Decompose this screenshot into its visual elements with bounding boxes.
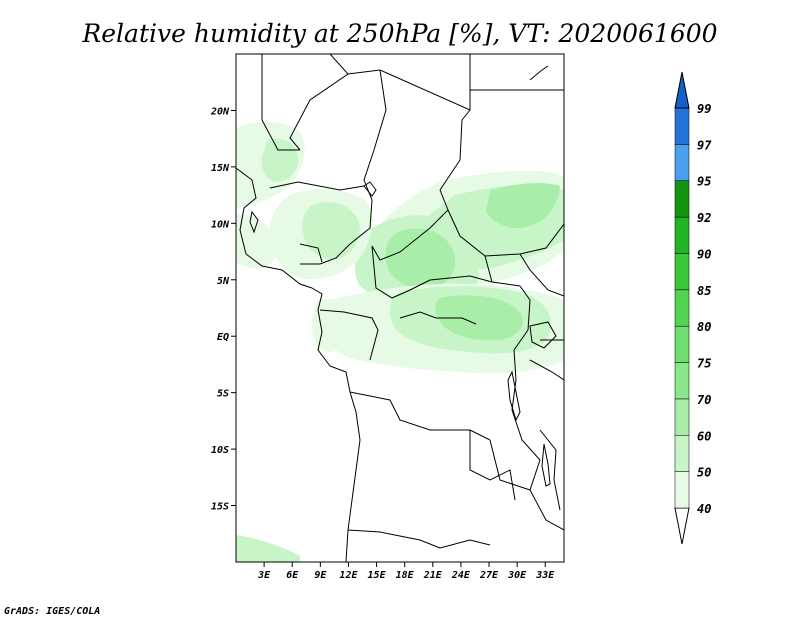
border-chad-west bbox=[349, 69, 387, 245]
border-east-3 bbox=[529, 359, 564, 381]
colorbar-segment bbox=[674, 325, 690, 363]
border-zambia bbox=[489, 439, 531, 491]
humidity-region-southwest bbox=[236, 535, 300, 562]
border-north-1 bbox=[261, 54, 300, 151]
border-cameroon-gabon bbox=[319, 309, 379, 361]
coastline-west-africa bbox=[236, 167, 313, 289]
colorbar-upper-extension bbox=[674, 71, 690, 109]
map-title: Relative humidity at 250hPa [%], VT: 202… bbox=[81, 19, 717, 48]
colorbar-segment bbox=[674, 216, 690, 254]
border-nigeria-cameroon bbox=[300, 243, 351, 265]
border-east-4 bbox=[539, 429, 561, 511]
humidity-region-congo-core bbox=[435, 295, 523, 341]
border-car-congo bbox=[371, 245, 521, 299]
lake-chad bbox=[363, 181, 377, 197]
border-north-3 bbox=[347, 54, 471, 111]
lon-tick-label: 9E bbox=[314, 570, 327, 581]
colorbar-segment bbox=[674, 107, 690, 145]
colorbar-label: 80 bbox=[697, 320, 711, 334]
lat-tick-label: 20N bbox=[210, 106, 230, 117]
colorbar-label: 99 bbox=[697, 102, 711, 116]
lon-tick-label: 24E bbox=[451, 570, 471, 581]
lat-tick-label: 10S bbox=[211, 445, 229, 456]
lake-victoria bbox=[529, 321, 557, 349]
border-angola-north bbox=[349, 391, 491, 441]
colorbar-segment bbox=[674, 435, 690, 472]
lon-tick-label: 27E bbox=[479, 570, 499, 581]
colorbar-label: 60 bbox=[697, 429, 711, 443]
colorbar-segment bbox=[674, 144, 690, 181]
lake-tanganyika bbox=[507, 370, 521, 422]
lon-tick-label: 21E bbox=[423, 570, 443, 581]
colorbar-segment bbox=[674, 471, 690, 509]
country-borders bbox=[236, 54, 564, 562]
lat-tick-label: EQ bbox=[217, 332, 229, 343]
lon-tick-label: 12E bbox=[339, 570, 358, 581]
lat-tick-label: 10N bbox=[211, 219, 230, 230]
colorbar-label: 92 bbox=[697, 211, 711, 225]
colorbar-label: 40 bbox=[697, 502, 711, 516]
colorbar-lower-extension bbox=[674, 507, 690, 545]
map-panel: 20N 15N 10N 5N EQ 5S 10S 15S 3E 6E 9E 12E 15E 18E 21E… bbox=[210, 53, 565, 581]
border-north-4 bbox=[439, 109, 471, 191]
border-chad-car bbox=[371, 209, 493, 283]
colorbar-label: 85 bbox=[697, 284, 711, 298]
border-drc-east bbox=[511, 285, 564, 531]
colorbar-label: 50 bbox=[697, 466, 711, 480]
colorbar-label: 90 bbox=[697, 247, 711, 261]
red-sea-coast bbox=[529, 65, 549, 81]
lon-tick-label: 3E bbox=[257, 570, 271, 581]
border-north-2 bbox=[289, 54, 349, 151]
colorbar-segment bbox=[674, 253, 690, 291]
humidity-region-guinea-coast bbox=[236, 214, 277, 269]
credit-text: GrADS: IGES/COLA bbox=[4, 606, 100, 617]
lat-tick-label: 5N bbox=[217, 276, 230, 287]
humidity-shading bbox=[236, 121, 564, 562]
border-namibia bbox=[347, 529, 491, 549]
border-sudan-south bbox=[484, 223, 564, 257]
river-niger bbox=[299, 243, 323, 263]
colorbar-label: 95 bbox=[697, 175, 711, 189]
humidity-region-car-core bbox=[385, 228, 456, 290]
humidity-region-nigeria-core bbox=[302, 202, 360, 260]
lat-tick-label: 15N bbox=[211, 163, 230, 174]
border-sudan-chad bbox=[439, 189, 449, 211]
lake-malawi bbox=[541, 443, 551, 487]
border-east-1 bbox=[519, 253, 564, 297]
border-niger-south bbox=[269, 181, 365, 191]
latitude-axis: 20N 15N 10N 5N EQ 5S 10S 15S bbox=[210, 106, 236, 513]
lake-volta bbox=[249, 210, 259, 234]
lon-tick-label: 30E bbox=[507, 570, 527, 581]
colorbar-segment bbox=[674, 362, 690, 400]
coastline-central-africa bbox=[311, 287, 361, 562]
lat-tick-label: 5S bbox=[217, 389, 229, 400]
colorbar: 99 97 95 92 90 85 80 75 70 60 50 40 bbox=[674, 71, 712, 545]
map-frame bbox=[235, 53, 565, 563]
border-angola-east bbox=[469, 430, 516, 501]
lat-tick-label: 15S bbox=[211, 502, 229, 513]
lon-tick-label: 15E bbox=[368, 570, 387, 581]
colorbar-label: 97 bbox=[697, 138, 712, 152]
humidity-region-sudan-core bbox=[486, 183, 560, 229]
colorbar-label: 75 bbox=[697, 357, 711, 371]
lon-tick-label: 18E bbox=[396, 570, 415, 581]
river-congo bbox=[399, 311, 477, 325]
colorbar-segment bbox=[674, 398, 690, 436]
longitude-axis: 3E 6E 9E 12E 15E 18E 21E 24E 27E 30E 33E bbox=[257, 562, 555, 581]
lon-tick-label: 6E bbox=[286, 570, 299, 581]
colorbar-segment bbox=[674, 180, 690, 218]
lon-tick-label: 33E bbox=[535, 570, 555, 581]
colorbar-label: 70 bbox=[697, 393, 711, 407]
colorbar-segment bbox=[674, 289, 690, 327]
